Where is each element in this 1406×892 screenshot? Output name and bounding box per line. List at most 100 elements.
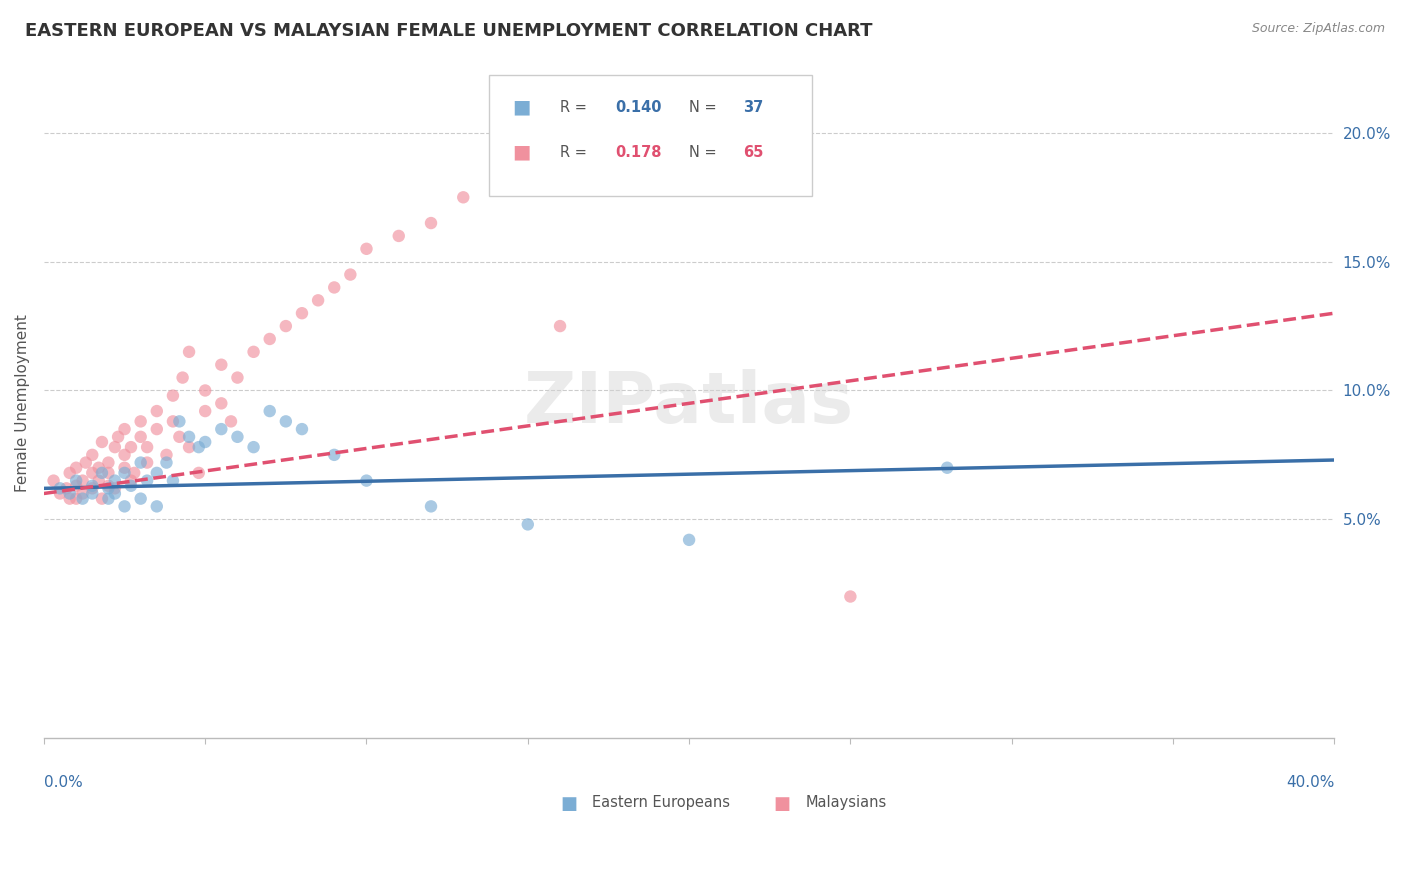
Point: [172, 370, 194, 384]
Point: [114, 466, 136, 480]
Point: [82, 486, 104, 500]
Point: [291, 422, 314, 436]
Point: [91, 491, 114, 506]
Point: [146, 500, 169, 514]
Point: [136, 474, 159, 488]
Point: [114, 460, 136, 475]
Text: N =: N =: [689, 145, 721, 160]
Point: [114, 422, 136, 436]
Point: [82, 479, 104, 493]
Point: [155, 456, 177, 470]
Point: [136, 456, 159, 470]
Point: [146, 422, 169, 436]
Point: [194, 404, 217, 418]
Point: [516, 164, 538, 178]
Point: [65, 491, 87, 506]
Y-axis label: Female Unemployment: Female Unemployment: [15, 314, 30, 492]
Text: N =: N =: [689, 100, 721, 115]
Point: [59, 486, 82, 500]
Point: [388, 229, 411, 244]
Point: [114, 500, 136, 514]
Point: [162, 474, 184, 488]
Point: [104, 481, 127, 495]
Point: [72, 474, 94, 488]
Point: [187, 440, 209, 454]
Point: [72, 491, 94, 506]
Point: [49, 486, 72, 500]
FancyBboxPatch shape: [489, 75, 811, 195]
Point: [104, 440, 127, 454]
Point: [209, 358, 232, 372]
Text: 40.0%: 40.0%: [1286, 775, 1334, 790]
Point: [323, 280, 346, 294]
Point: [129, 491, 152, 506]
Point: [65, 474, 87, 488]
Point: [120, 479, 142, 493]
Point: [169, 414, 191, 428]
Point: [678, 152, 700, 166]
Text: ■: ■: [560, 795, 576, 814]
Point: [274, 414, 297, 428]
Text: ■: ■: [773, 795, 790, 814]
Point: [162, 389, 184, 403]
Point: [516, 517, 538, 532]
Point: [162, 414, 184, 428]
Point: [356, 474, 378, 488]
Point: [114, 448, 136, 462]
Point: [97, 491, 120, 506]
Point: [91, 466, 114, 480]
Point: [259, 332, 281, 346]
Point: [177, 344, 200, 359]
Point: [82, 448, 104, 462]
Point: [122, 466, 145, 480]
Text: 0.140: 0.140: [616, 100, 662, 115]
Text: ZIPatlas: ZIPatlas: [524, 369, 855, 438]
Point: [75, 456, 97, 470]
Point: [155, 448, 177, 462]
Point: [420, 216, 443, 230]
Text: 0.178: 0.178: [616, 145, 662, 160]
Point: [291, 306, 314, 320]
Point: [87, 474, 110, 488]
Point: [219, 414, 242, 428]
Point: [226, 430, 249, 444]
Text: EASTERN EUROPEAN VS MALAYSIAN FEMALE UNEMPLOYMENT CORRELATION CHART: EASTERN EUROPEAN VS MALAYSIAN FEMALE UNE…: [25, 22, 873, 40]
Point: [177, 430, 200, 444]
Point: [209, 396, 232, 410]
Point: [104, 474, 127, 488]
Point: [82, 481, 104, 495]
Point: [97, 479, 120, 493]
Point: [307, 293, 329, 308]
Point: [136, 440, 159, 454]
Point: [97, 466, 120, 480]
Point: [187, 466, 209, 480]
Point: [209, 422, 232, 436]
Point: [49, 481, 72, 495]
Point: [65, 460, 87, 475]
Text: Source: ZipAtlas.com: Source: ZipAtlas.com: [1251, 22, 1385, 36]
Point: [120, 440, 142, 454]
Point: [356, 242, 378, 256]
Point: [194, 384, 217, 398]
Point: [59, 466, 82, 480]
Point: [146, 466, 169, 480]
Point: [323, 448, 346, 462]
Point: [129, 430, 152, 444]
Point: [97, 481, 120, 495]
Point: [65, 479, 87, 493]
Point: [242, 344, 264, 359]
Point: [451, 190, 474, 204]
Point: [146, 404, 169, 418]
Point: [120, 474, 142, 488]
Point: [420, 500, 443, 514]
Point: [42, 474, 65, 488]
Point: [104, 486, 127, 500]
Point: [129, 414, 152, 428]
Point: [107, 430, 129, 444]
Point: [259, 404, 281, 418]
Point: [678, 533, 700, 547]
Text: R =: R =: [560, 100, 592, 115]
Text: ■: ■: [512, 98, 530, 117]
Point: [177, 440, 200, 454]
Text: Eastern Europeans: Eastern Europeans: [592, 795, 730, 810]
